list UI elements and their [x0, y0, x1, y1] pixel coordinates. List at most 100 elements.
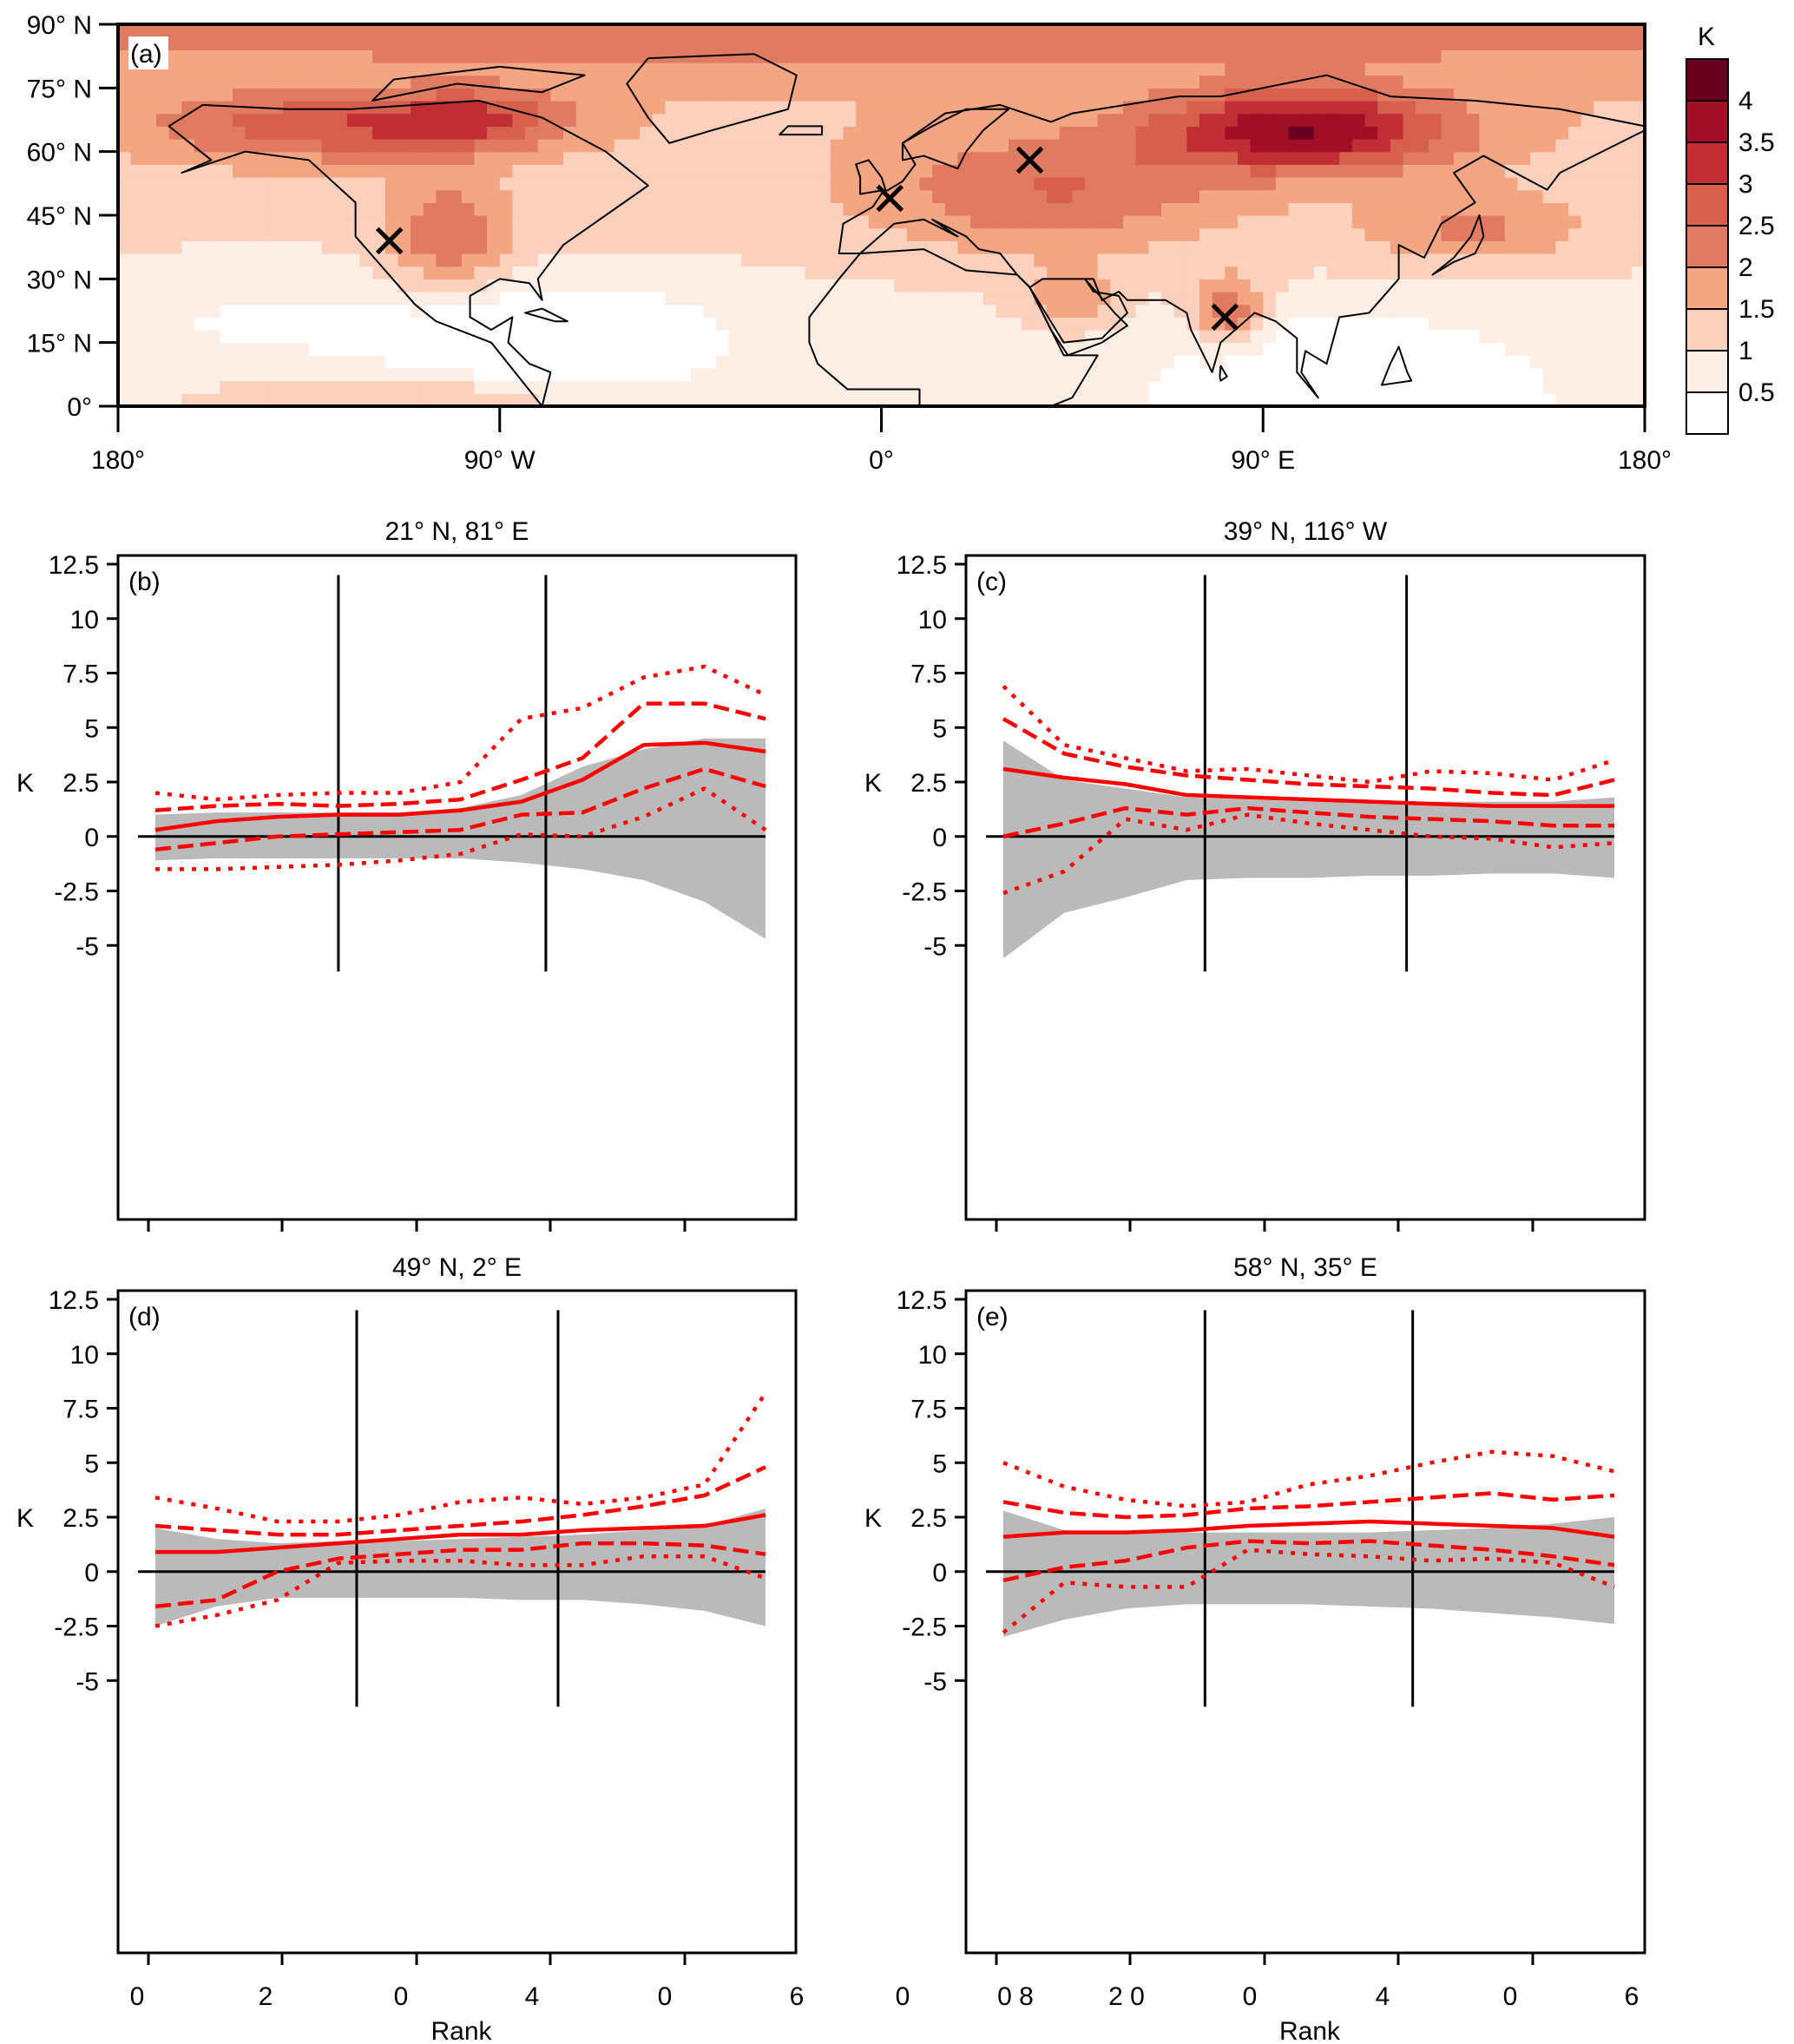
map-cell	[1097, 139, 1111, 153]
map-cell	[1504, 355, 1519, 369]
map-cell	[932, 164, 946, 178]
map-cell	[270, 126, 285, 140]
map-cell	[461, 49, 476, 63]
map-cell	[1390, 75, 1404, 89]
map-cell	[1301, 49, 1315, 63]
map-cell	[207, 101, 220, 115]
map-cell	[1186, 139, 1200, 153]
map-cell	[1288, 36, 1302, 50]
map-cell	[1034, 24, 1048, 38]
map-cell	[894, 393, 908, 407]
map-cell	[1555, 49, 1569, 63]
map-cell	[1517, 101, 1531, 115]
map-cell	[270, 202, 285, 216]
map-cell	[1530, 189, 1544, 203]
map-cell	[818, 304, 831, 318]
map-cell	[1313, 113, 1328, 127]
map-cell	[1619, 189, 1633, 203]
map-cell	[1542, 330, 1556, 344]
map-cell	[1594, 380, 1607, 394]
map-cell	[372, 292, 386, 306]
map-cell	[1351, 279, 1366, 292]
map-cell	[856, 227, 870, 241]
map-cell	[1632, 215, 1646, 229]
map-cell	[741, 393, 755, 407]
map-cell	[614, 49, 628, 63]
map-cell	[1517, 24, 1531, 38]
map-cell	[1059, 253, 1073, 267]
map-cell	[970, 126, 984, 140]
map-cell	[639, 227, 654, 241]
map-cell	[1580, 368, 1594, 382]
map-cell	[1568, 139, 1582, 153]
map-cell	[575, 177, 589, 191]
map-cell	[321, 227, 335, 241]
map-cell	[753, 380, 768, 394]
map-cell	[1504, 151, 1519, 165]
map-cell	[258, 177, 272, 191]
map-cell	[881, 49, 895, 63]
map-cell	[1263, 126, 1277, 140]
map-cell	[258, 253, 272, 267]
series-upper-dashed	[154, 1465, 766, 1537]
map-cell	[601, 215, 615, 229]
map-cell	[207, 113, 220, 127]
map-cell	[1416, 36, 1429, 50]
map-cell	[1416, 240, 1429, 254]
map-cell	[690, 240, 704, 254]
map-cell	[270, 292, 285, 306]
map-cell	[346, 355, 361, 369]
map-cell	[843, 355, 857, 369]
map-cell	[1110, 139, 1124, 153]
map-cell	[1148, 189, 1162, 203]
coastline	[371, 65, 586, 102]
map-cell	[321, 215, 335, 229]
map-cell	[563, 317, 577, 331]
map-cell	[1466, 330, 1481, 344]
map-cell	[423, 62, 437, 76]
map-cell	[1072, 227, 1086, 241]
coastline	[524, 307, 568, 323]
map-cell	[1072, 393, 1086, 407]
map-cell	[1237, 227, 1252, 241]
map-cell	[843, 279, 857, 292]
map-cell	[1135, 342, 1149, 356]
map-cell	[1059, 24, 1073, 38]
map-cell	[1034, 240, 1048, 254]
map-cell	[283, 393, 297, 407]
map-cell	[1009, 164, 1022, 178]
map-cell	[1441, 240, 1455, 254]
map-cell	[499, 177, 514, 191]
map-cell	[575, 101, 589, 115]
map-cell	[1059, 164, 1073, 178]
map-cell	[1160, 75, 1175, 89]
map-cell	[423, 292, 437, 306]
map-cell	[1351, 215, 1366, 229]
map-cell	[1428, 253, 1442, 267]
map-cell	[779, 202, 793, 216]
map-cell	[741, 253, 755, 267]
map-cell	[830, 24, 844, 38]
map-cell	[436, 342, 450, 356]
map-cell	[1454, 266, 1468, 279]
map-cell	[1530, 36, 1544, 50]
map-cell	[1072, 368, 1086, 382]
map-cell	[283, 36, 297, 50]
map-cell	[575, 62, 589, 76]
map-cell	[830, 189, 844, 203]
map-cell	[1326, 101, 1340, 115]
map-cell	[970, 304, 984, 318]
map-cell	[1237, 342, 1252, 356]
map-cell	[1212, 113, 1226, 127]
map-cell	[258, 342, 272, 356]
map-cell	[130, 380, 144, 394]
map-cell	[321, 49, 335, 63]
map-cell	[1123, 292, 1137, 306]
map-cell	[1135, 189, 1149, 203]
map-cell	[1072, 189, 1086, 203]
map-cell	[512, 88, 526, 102]
map-cell	[1542, 240, 1556, 254]
map-cell	[232, 240, 246, 254]
map-cell	[1530, 113, 1544, 127]
map-cell	[982, 368, 997, 382]
